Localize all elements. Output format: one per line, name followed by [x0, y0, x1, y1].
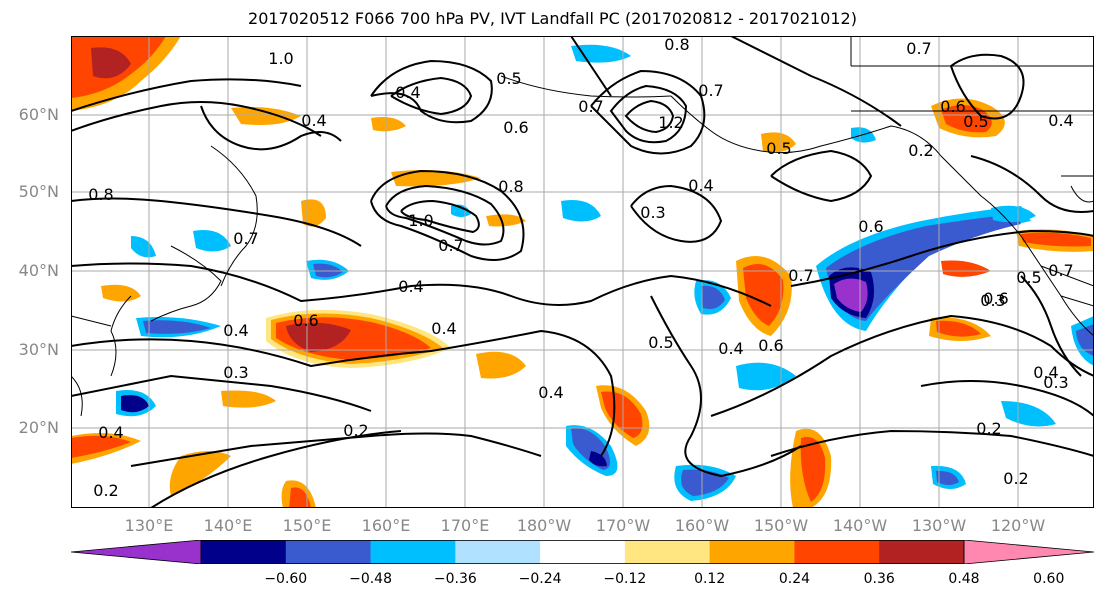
lon-label: 160°E: [361, 516, 411, 535]
contour-label: 0.4: [1048, 111, 1073, 130]
pv-contours: [71, 36, 1094, 508]
contour-label: 0.3: [640, 203, 665, 222]
contour-label: 0.4: [398, 277, 423, 296]
colorbar-bin: [624, 540, 711, 564]
lon-label: 150°E: [282, 516, 332, 535]
contour-label: 0.8: [498, 177, 523, 196]
contour-label: 0.7: [906, 39, 931, 58]
contour-label: 0.4: [688, 176, 713, 195]
ivt-shading: [71, 36, 1094, 508]
map-canvas: 1.00.40.50.8 0.70.60.4 0.60.71.20.70.5 0.40…: [71, 36, 1094, 508]
contour-label: 0.2: [908, 141, 933, 160]
contour-label: 1.0: [408, 211, 433, 230]
colorbar-bin: [201, 540, 287, 564]
colorbar-extend-low: [71, 540, 202, 564]
contour-label: 0.2: [343, 421, 368, 440]
contour-label: 0.4: [718, 339, 743, 358]
contour-label: 0.4: [395, 83, 420, 102]
colorbar-bin: [455, 540, 541, 564]
contour-label: 0.6: [983, 289, 1008, 308]
lat-label: 40°N: [18, 261, 59, 280]
lon-label: 160°W: [674, 516, 730, 535]
lon-label: 140°W: [832, 516, 888, 535]
lon-label: 170°W: [595, 516, 651, 535]
contour-label: 0.5: [766, 139, 791, 158]
contour-labels: 1.00.40.50.8 0.70.60.4 0.60.71.20.70.5 0.40…: [88, 36, 1073, 500]
contour-label: 0.5: [648, 333, 673, 352]
contour-label: 0.3: [980, 291, 1005, 310]
colorbar-tick-label: 0.60: [1033, 571, 1065, 587]
colorbar-tick-label: −0.48: [349, 571, 392, 587]
contour-label: 0.7: [578, 97, 603, 116]
colorbar-tick-label: 0.12: [694, 571, 726, 587]
colorbar-bin: [794, 540, 880, 564]
colorbar-bin: [540, 540, 626, 564]
lon-label: 170°E: [440, 516, 490, 535]
colorbar: [71, 540, 1094, 564]
lon-label: 120°W: [990, 516, 1046, 535]
contour-label: 0.5: [963, 112, 988, 131]
contour-label: 0.2: [93, 481, 118, 500]
contour-label: 0.5: [1016, 268, 1041, 287]
contour-label: 0.2: [976, 419, 1001, 438]
positive-anomaly-subtropical: [71, 98, 1094, 508]
contour-label: 0.7: [698, 81, 723, 100]
contour-label: 0.6: [858, 217, 883, 236]
contour-label: 1.0: [268, 49, 293, 68]
contour-label: 0.4: [301, 111, 326, 130]
contour-label: 0.4: [1033, 363, 1058, 382]
lat-label: 30°N: [18, 340, 59, 359]
contour-label: 0.7: [438, 236, 463, 255]
colorbar-tick-label: −0.24: [518, 571, 562, 587]
colorbar-bin: [709, 540, 795, 564]
contour-label: 0.8: [664, 36, 689, 54]
colorbar-bin: [370, 540, 456, 564]
contour-label: 0.6: [758, 336, 783, 355]
contour-label: 0.4: [223, 321, 248, 340]
colorbar-tick-label: −0.12: [603, 571, 647, 587]
contour-label: 0.7: [788, 266, 813, 285]
negative-anomaly-scattered: [116, 44, 1094, 501]
colorbar-tick-label: 0.36: [863, 571, 895, 587]
contour-label: 0.4: [431, 319, 456, 338]
colorbar-tick-label: 0.24: [778, 571, 811, 587]
contour-label: 0.4: [538, 383, 563, 402]
colorbar-bin: [879, 540, 965, 564]
lon-label: 140°E: [203, 516, 253, 535]
contour-label: 0.8: [88, 185, 113, 204]
colorbar-tick-label: −0.60: [264, 571, 308, 587]
lat-label: 60°N: [18, 105, 59, 124]
positive-anomaly-nw-corner: [71, 36, 181, 111]
contour-label: 0.3: [1043, 373, 1068, 392]
colorbar-bin: [285, 540, 372, 564]
colorbar-tick-label: −0.36: [433, 571, 477, 587]
lat-label: 20°N: [18, 418, 59, 437]
contour-label: 0.7: [1048, 261, 1073, 280]
lon-label: 130°W: [911, 516, 967, 535]
colorbar-extend-high: [963, 540, 1094, 564]
lat-lon-grid: [71, 36, 1094, 508]
lon-label: 130°E: [124, 516, 174, 535]
map-panel: 1.0 0.4 0.5 0.8 0.7 0.6 0.4 0.6 0.7 1.2 0.7 0.5 0.4 0…: [71, 36, 1094, 508]
lat-label: 50°N: [18, 182, 59, 201]
lon-label: 150°W: [753, 516, 809, 535]
contour-label: 0.6: [940, 97, 965, 116]
contour-label: 0.7: [233, 229, 258, 248]
map-title: 2017020512 F066 700 hPa PV, IVT Landfall…: [248, 9, 857, 28]
contour-label: 0.6: [503, 118, 528, 137]
contour-label: 0.4: [98, 423, 123, 442]
contour-label: 0.2: [1003, 469, 1028, 488]
contour-label: 1.2: [658, 113, 683, 132]
contour-label: 0.3: [223, 363, 248, 382]
contour-label: 0.6: [293, 311, 318, 330]
colorbar-tick-label: 0.48: [948, 571, 980, 587]
lon-label: 180°W: [516, 516, 572, 535]
contour-label: 0.5: [496, 69, 521, 88]
negative-anomaly-east-pacific: [816, 206, 1031, 331]
